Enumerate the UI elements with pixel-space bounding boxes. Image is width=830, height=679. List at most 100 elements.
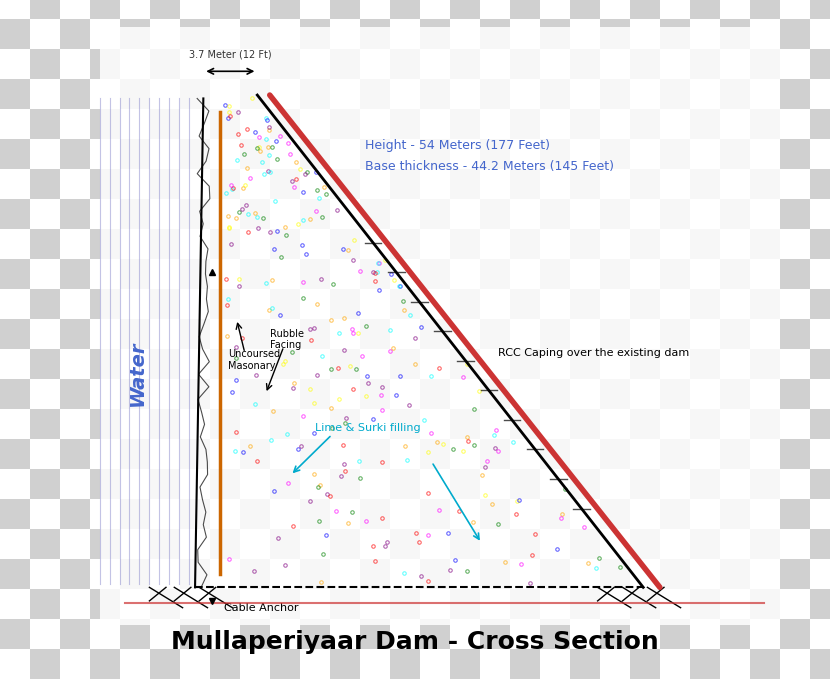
FancyBboxPatch shape [690,259,720,289]
FancyBboxPatch shape [270,139,300,169]
FancyBboxPatch shape [180,409,210,439]
FancyBboxPatch shape [30,469,60,499]
FancyBboxPatch shape [690,529,720,559]
FancyBboxPatch shape [30,439,60,469]
FancyBboxPatch shape [750,229,780,259]
Text: Height - 54 Meters (177 Feet): Height - 54 Meters (177 Feet) [365,139,550,153]
FancyBboxPatch shape [630,259,660,289]
FancyBboxPatch shape [270,379,300,409]
FancyBboxPatch shape [60,379,90,409]
FancyBboxPatch shape [420,79,450,109]
FancyBboxPatch shape [210,0,240,19]
FancyBboxPatch shape [210,259,240,289]
FancyBboxPatch shape [750,379,780,409]
FancyBboxPatch shape [480,649,510,679]
FancyBboxPatch shape [540,79,570,109]
FancyBboxPatch shape [780,79,810,109]
FancyBboxPatch shape [300,259,330,289]
FancyBboxPatch shape [420,259,450,289]
FancyBboxPatch shape [240,559,270,589]
FancyBboxPatch shape [750,439,780,469]
Text: Mullaperiyaar Dam - Cross Section: Mullaperiyaar Dam - Cross Section [171,629,659,654]
FancyBboxPatch shape [0,529,30,559]
FancyBboxPatch shape [360,289,390,319]
FancyBboxPatch shape [630,409,660,439]
FancyBboxPatch shape [600,499,630,529]
FancyBboxPatch shape [420,49,450,79]
FancyBboxPatch shape [390,19,420,49]
FancyBboxPatch shape [360,229,390,259]
FancyBboxPatch shape [420,109,450,139]
FancyBboxPatch shape [660,229,690,259]
FancyBboxPatch shape [480,259,510,289]
FancyBboxPatch shape [0,319,30,349]
FancyBboxPatch shape [750,199,780,229]
FancyBboxPatch shape [600,319,630,349]
FancyBboxPatch shape [570,379,600,409]
FancyBboxPatch shape [120,139,150,169]
FancyBboxPatch shape [450,199,480,229]
FancyBboxPatch shape [240,19,270,49]
FancyBboxPatch shape [300,199,330,229]
FancyBboxPatch shape [540,559,570,589]
FancyBboxPatch shape [150,379,180,409]
FancyBboxPatch shape [120,469,150,499]
FancyBboxPatch shape [0,79,30,109]
FancyBboxPatch shape [600,349,630,379]
FancyBboxPatch shape [270,529,300,559]
FancyBboxPatch shape [540,259,570,289]
FancyBboxPatch shape [570,0,600,19]
FancyBboxPatch shape [330,409,360,439]
FancyBboxPatch shape [480,79,510,109]
FancyBboxPatch shape [780,289,810,319]
FancyBboxPatch shape [120,379,150,409]
FancyBboxPatch shape [210,469,240,499]
FancyBboxPatch shape [420,19,450,49]
FancyBboxPatch shape [240,49,270,79]
FancyBboxPatch shape [60,349,90,379]
FancyBboxPatch shape [60,529,90,559]
FancyBboxPatch shape [810,409,830,439]
FancyBboxPatch shape [660,529,690,559]
FancyBboxPatch shape [360,409,390,439]
Text: Lime & Surki filling: Lime & Surki filling [315,423,421,433]
FancyBboxPatch shape [330,559,360,589]
FancyBboxPatch shape [300,169,330,199]
FancyBboxPatch shape [180,319,210,349]
FancyBboxPatch shape [240,649,270,679]
FancyBboxPatch shape [570,139,600,169]
FancyBboxPatch shape [360,499,390,529]
FancyBboxPatch shape [0,0,30,19]
FancyBboxPatch shape [660,49,690,79]
FancyBboxPatch shape [810,199,830,229]
FancyBboxPatch shape [750,49,780,79]
FancyBboxPatch shape [450,139,480,169]
FancyBboxPatch shape [300,439,330,469]
FancyBboxPatch shape [510,199,540,229]
FancyBboxPatch shape [360,379,390,409]
FancyBboxPatch shape [750,469,780,499]
FancyBboxPatch shape [390,469,420,499]
FancyBboxPatch shape [30,79,60,109]
FancyBboxPatch shape [420,139,450,169]
FancyBboxPatch shape [780,199,810,229]
FancyBboxPatch shape [420,409,450,439]
FancyBboxPatch shape [330,469,360,499]
FancyBboxPatch shape [780,0,810,19]
FancyBboxPatch shape [750,139,780,169]
FancyBboxPatch shape [660,619,690,649]
FancyBboxPatch shape [30,19,60,49]
FancyBboxPatch shape [240,319,270,349]
FancyBboxPatch shape [60,439,90,469]
FancyBboxPatch shape [240,169,270,199]
FancyBboxPatch shape [60,229,90,259]
FancyBboxPatch shape [810,349,830,379]
FancyBboxPatch shape [600,439,630,469]
FancyBboxPatch shape [60,139,90,169]
Text: Uncoursed
Masonary: Uncoursed Masonary [228,349,281,371]
FancyBboxPatch shape [720,319,750,349]
FancyBboxPatch shape [360,559,390,589]
FancyBboxPatch shape [570,229,600,259]
FancyBboxPatch shape [0,619,30,649]
FancyBboxPatch shape [480,229,510,259]
